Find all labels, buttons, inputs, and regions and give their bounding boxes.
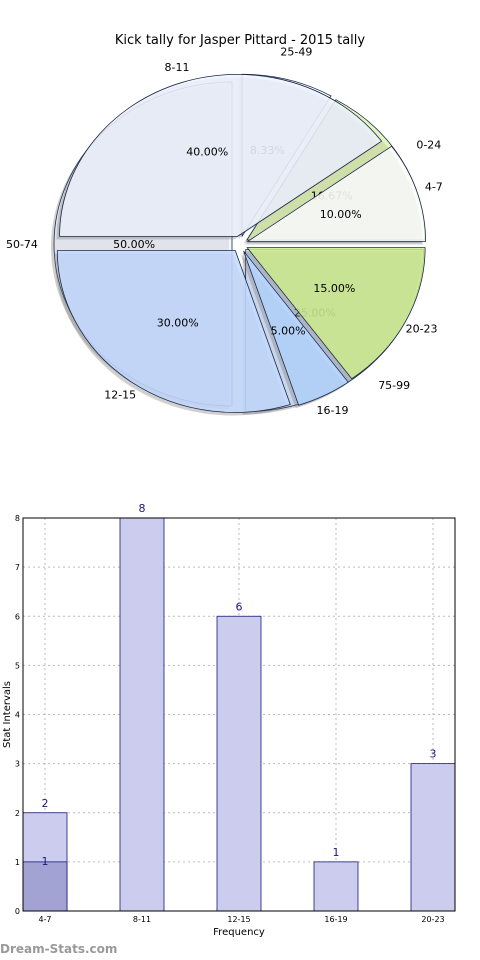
pie-percent-50-74: 50.00% [113, 238, 155, 251]
pie-slice-20-23 [246, 247, 426, 380]
x-tick-label-12-15: 12-15 [227, 915, 250, 924]
pie-percent-12-15: 30.00% [157, 317, 199, 330]
x-axis-label: Frequency [213, 927, 265, 938]
pie-slice-16-19 [243, 250, 349, 406]
pie-percent-20-23: 15.00% [313, 282, 355, 295]
bar-20-23 [410, 763, 456, 912]
x-tick-label-20-23: 20-23 [421, 915, 444, 924]
y-tick-label: 1 [15, 858, 20, 867]
pie-chart-title: Kick tally for Jasper Pittard - 2015 tal… [115, 33, 366, 48]
pie-label-25-49: 25-49 [280, 46, 312, 59]
watermark: Dream-Stats.com [0, 942, 118, 956]
pie-slice-8-11 [59, 74, 383, 237]
y-tick-label: 4 [15, 711, 20, 720]
pie-chart: 0-2416.67%25-498.33%50-7450.00%75-9925.0… [6, 46, 443, 417]
pie-label-4-7: 4-7 [425, 180, 443, 193]
bar-inner-value-label: 1 [42, 855, 49, 868]
y-tick-label: 6 [15, 612, 20, 621]
pie-percent-4-7: 10.00% [320, 208, 362, 221]
pie-percent-16-19: 5.00% [271, 325, 306, 338]
y-tick-label: 7 [15, 563, 20, 572]
bar-value-label-12-15: 6 [236, 600, 243, 613]
bar-value-label-20-23: 3 [430, 748, 437, 761]
bar-value-label-4-7: 2 [42, 797, 49, 810]
pie-slice-4-7 [246, 145, 427, 242]
y-tick-label: 8 [15, 514, 20, 523]
bar-8-11 [119, 517, 165, 912]
bar-value-label-8-11: 8 [139, 502, 146, 515]
pie-label-0-24: 0-24 [416, 138, 441, 151]
y-tick-label: 0 [15, 907, 20, 916]
y-tick-label: 3 [15, 760, 20, 769]
pie-label-50-74: 50-74 [6, 238, 38, 251]
x-tick-label-8-11: 8-11 [133, 915, 151, 924]
x-tick-label-16-19: 16-19 [324, 915, 347, 924]
x-tick-label-4-7: 4-7 [38, 915, 51, 924]
pie-label-75-99: 75-99 [378, 379, 410, 392]
pie-label-8-11: 8-11 [165, 61, 190, 74]
bar-12-15 [216, 615, 262, 912]
y-tick-label: 5 [15, 661, 20, 670]
y-axis-label: Stat Intervals [2, 681, 13, 748]
pie-label-12-15: 12-15 [104, 389, 136, 402]
bar-value-label-16-19: 1 [333, 846, 340, 859]
bar-chart: 0 1 2 3 4 5 6 7 8 1 2 4-7 8 8-11 6 12-15 1 16-19 3 20-23 Fre… [2, 502, 456, 938]
bar-inner-4-7 [22, 861, 68, 912]
pie-label-20-23: 20-23 [406, 323, 438, 336]
y-tick-label: 2 [15, 809, 20, 818]
pie-label-16-19: 16-19 [317, 404, 349, 417]
plot-frame [22, 517, 456, 912]
bar-16-19 [313, 861, 359, 912]
pie-slice-12-15 [56, 250, 291, 413]
pie-percent-8-11: 40.00% [186, 146, 228, 159]
